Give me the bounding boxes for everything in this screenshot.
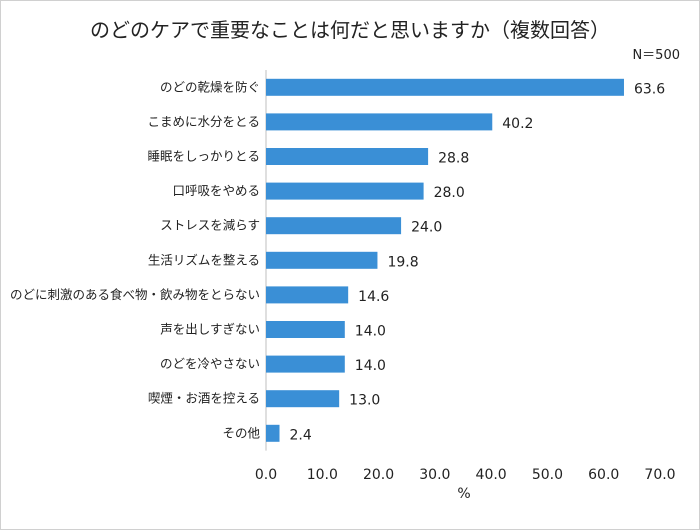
category-label: のどに刺激のある食べ物・飲み物をとらない xyxy=(10,287,260,302)
x-tick-label: 60.0 xyxy=(588,467,619,483)
category-label: のどの乾燥を防ぐ xyxy=(160,79,260,94)
x-tick-label: 70.0 xyxy=(644,467,675,483)
category-label: のどを冷やさない xyxy=(160,356,260,371)
value-label: 28.8 xyxy=(438,151,469,167)
x-axis-label: % xyxy=(457,486,471,502)
bar xyxy=(266,355,345,373)
bar xyxy=(266,321,345,338)
category-label: 口呼吸をやめる xyxy=(172,183,260,198)
x-tick-label: 50.0 xyxy=(532,467,563,483)
value-label: 28.0 xyxy=(434,185,465,201)
bar xyxy=(266,148,429,165)
value-label: 13.0 xyxy=(349,393,380,409)
bar xyxy=(266,390,340,408)
value-label: 14.0 xyxy=(355,358,386,374)
category-label: 喫煙・お酒を控える xyxy=(148,391,260,406)
bar xyxy=(266,251,378,269)
sample-size-note: N＝500 xyxy=(632,48,680,63)
x-tick-label: 30.0 xyxy=(419,467,450,483)
value-label: 19.8 xyxy=(387,254,418,270)
chart-title: のどのケアで重要なことは何だと思いますか（複数回答） xyxy=(90,18,610,42)
bar xyxy=(266,424,280,442)
x-tick-label: 20.0 xyxy=(363,467,394,483)
bar xyxy=(266,113,493,131)
x-axis-label-wrap: % xyxy=(0,486,700,502)
value-label: 40.2 xyxy=(502,116,533,132)
x-tick-label: 40.0 xyxy=(476,467,507,483)
category-label: ストレスを減らす xyxy=(160,218,260,233)
x-tick-label: 0.0 xyxy=(255,467,277,483)
category-label: その他 xyxy=(222,425,260,440)
x-tick-label: 10.0 xyxy=(307,467,338,483)
category-label: こまめに水分をとる xyxy=(147,114,260,129)
bar xyxy=(266,182,424,200)
bar xyxy=(266,78,624,96)
value-label: 2.4 xyxy=(290,427,312,443)
value-label: 24.0 xyxy=(411,220,442,236)
bar xyxy=(266,286,349,304)
category-label: 生活リズムを整える xyxy=(148,252,260,267)
category-label: 睡眠をしっかりとる xyxy=(147,149,260,164)
value-label: 14.0 xyxy=(355,324,386,340)
category-label: 声を出しすぎない xyxy=(160,322,260,337)
value-label: 14.6 xyxy=(358,289,389,305)
bar xyxy=(266,217,402,235)
value-label: 63.6 xyxy=(634,81,665,97)
